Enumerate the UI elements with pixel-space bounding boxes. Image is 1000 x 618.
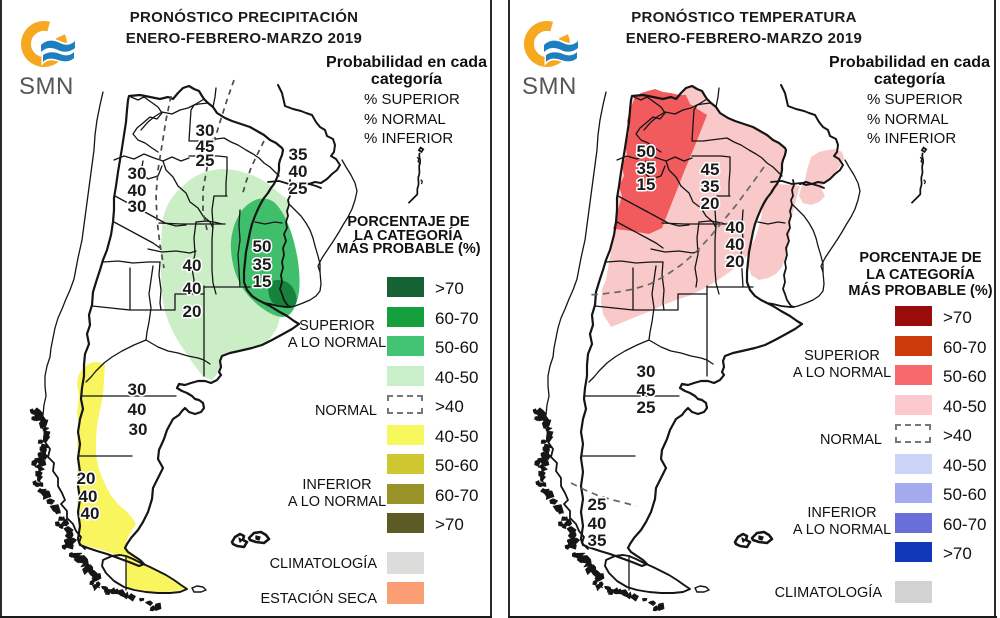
svg-text:35: 35 (289, 145, 308, 164)
svg-text:50: 50 (637, 142, 656, 161)
svg-text:45: 45 (701, 160, 720, 179)
svg-text:40: 40 (588, 514, 607, 533)
svg-text:50: 50 (253, 237, 272, 256)
svg-text:40: 40 (183, 256, 202, 275)
svg-text:40: 40 (128, 400, 147, 419)
svg-text:SMN: SMN (19, 73, 74, 100)
svg-text:30: 30 (128, 197, 147, 216)
svg-text:20: 20 (77, 469, 96, 488)
svg-text:40: 40 (289, 162, 308, 181)
svg-text:40: 40 (726, 218, 745, 237)
svg-text:30: 30 (637, 362, 656, 381)
svg-text:25: 25 (289, 179, 308, 198)
svg-text:25: 25 (637, 398, 656, 417)
svg-text:25: 25 (196, 151, 215, 170)
svg-text:30: 30 (128, 164, 147, 183)
svg-text:30: 30 (196, 121, 215, 140)
svg-text:20: 20 (726, 252, 745, 271)
svg-text:35: 35 (701, 177, 720, 196)
svg-text:20: 20 (701, 194, 720, 213)
svg-text:35: 35 (253, 255, 272, 274)
svg-text:40: 40 (726, 235, 745, 254)
svg-text:40: 40 (128, 181, 147, 200)
svg-text:20: 20 (183, 302, 202, 321)
svg-text:40: 40 (81, 504, 100, 523)
svg-text:45: 45 (196, 137, 215, 156)
svg-text:40: 40 (79, 487, 98, 506)
svg-text:45: 45 (637, 381, 656, 400)
svg-text:15: 15 (253, 272, 272, 291)
svg-text:35: 35 (588, 531, 607, 550)
svg-text:30: 30 (129, 420, 148, 439)
svg-text:15: 15 (637, 175, 656, 194)
svg-text:25: 25 (588, 495, 607, 514)
svg-text:40: 40 (183, 279, 202, 298)
svg-text:35: 35 (637, 159, 656, 178)
svg-text:30: 30 (128, 380, 147, 399)
